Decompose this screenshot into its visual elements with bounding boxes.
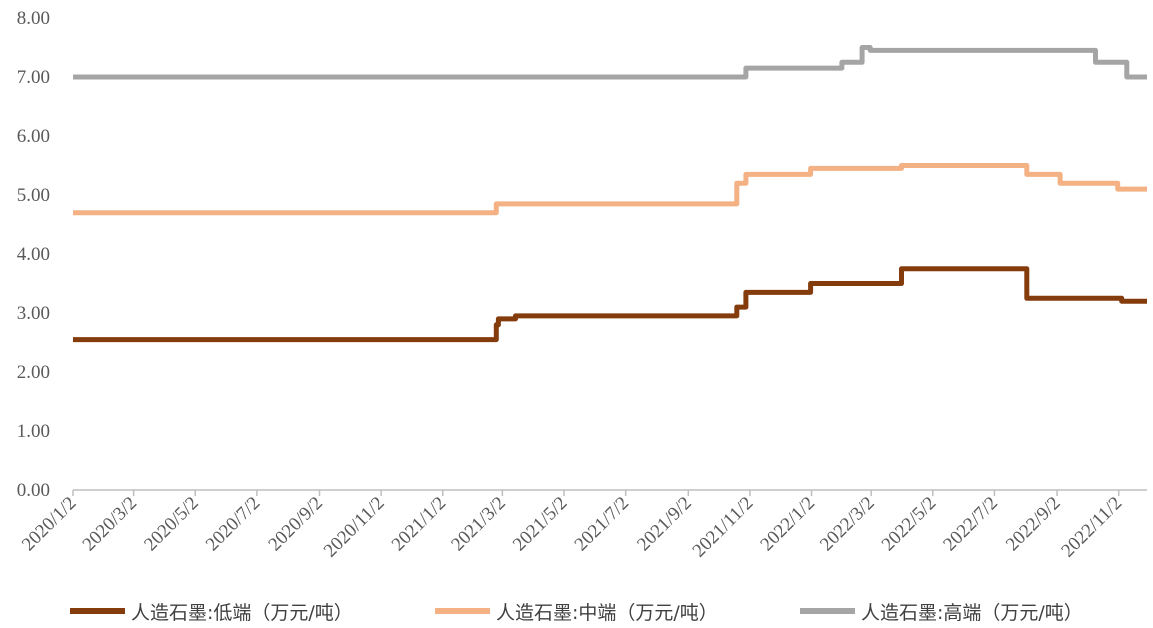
x-tick-label: 2020/3/2	[79, 493, 142, 556]
legend-item-low-end: 人造石墨:低端（万元/吨）	[70, 596, 353, 626]
x-tick-label: 2020/5/2	[140, 493, 203, 556]
x-tick-label: 2022/1/2	[756, 493, 819, 556]
y-tick-label: 0.00	[17, 480, 50, 501]
x-tick-label: 2022/3/2	[816, 493, 879, 556]
x-tick-label: 2020/7/2	[202, 493, 265, 556]
x-tick-label: 2021/11/2	[689, 493, 758, 562]
y-tick-label: 5.00	[17, 185, 50, 206]
x-tick-label: 2020/1/2	[18, 493, 81, 556]
legend-label-high-end: 人造石墨:高端（万元/吨）	[861, 601, 1083, 624]
x-tick-label: 2021/9/2	[633, 493, 696, 556]
x-tick-label: 2020/9/2	[264, 493, 327, 556]
legend-swatch-mid-end	[435, 608, 490, 614]
x-tick-label: 2022/11/2	[1057, 493, 1126, 562]
legend-swatch-high-end	[800, 608, 855, 614]
legend-label-mid-end: 人造石墨:中端（万元/吨）	[496, 601, 718, 624]
x-tick-label: 2021/1/2	[388, 493, 451, 556]
series-line-2	[73, 163, 1147, 216]
x-tick-label: 2021/5/2	[509, 493, 572, 556]
chart-legend: 人造石墨:低端（万元/吨） 人造石墨:中端（万元/吨） 人造石墨:高端（万元/吨…	[70, 596, 1150, 626]
y-tick-label: 8.00	[17, 8, 50, 29]
legend-swatch-low-end	[70, 608, 125, 614]
legend-label-low-end: 人造石墨:低端（万元/吨）	[131, 601, 353, 624]
legend-item-mid-end: 人造石墨:中端（万元/吨）	[435, 596, 718, 626]
legend-item-high-end: 人造石墨:高端（万元/吨）	[800, 596, 1083, 626]
y-tick-label: 2.00	[17, 362, 50, 383]
y-tick-label: 1.00	[17, 421, 50, 442]
x-tick-label: 2022/5/2	[878, 493, 941, 556]
series-line-3	[73, 45, 1147, 80]
x-tick-label: 2022/7/2	[939, 493, 1002, 556]
y-tick-label: 4.00	[17, 244, 50, 265]
x-tick-label: 2022/9/2	[1002, 493, 1065, 556]
x-tick-label: 2021/3/2	[447, 493, 510, 556]
x-tick-label: 2021/7/2	[571, 493, 634, 556]
y-tick-label: 6.00	[17, 126, 50, 147]
y-tick-label: 7.00	[17, 67, 50, 88]
series-line-1	[73, 266, 1147, 343]
x-tick-label: 2020/11/2	[320, 493, 389, 562]
y-tick-label: 3.00	[17, 303, 50, 324]
